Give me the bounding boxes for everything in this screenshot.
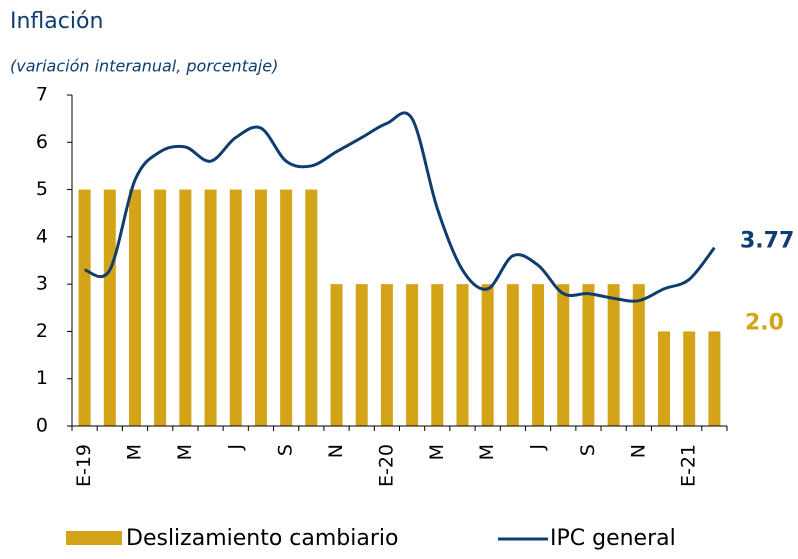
x-tick-label: E-19 [73, 444, 95, 487]
y-tick-label: 7 [36, 84, 48, 106]
bar [506, 284, 519, 426]
bar [557, 284, 570, 426]
x-tick-label: E-21 [678, 444, 700, 487]
bar [103, 189, 116, 426]
bar [254, 189, 267, 426]
x-tick-label: N [627, 444, 649, 458]
y-tick-label: 2 [36, 320, 48, 342]
x-tick-label: N [325, 444, 347, 458]
bar [456, 284, 469, 426]
x-tick-label: E-20 [375, 444, 397, 487]
bar [229, 189, 242, 426]
y-tick-label: 0 [36, 415, 48, 437]
legend-label: IPC general [550, 526, 676, 551]
bar [128, 189, 141, 426]
x-tick-label: M [476, 444, 498, 460]
value-label: 3.77 [740, 229, 794, 254]
y-tick-label: 6 [36, 131, 48, 153]
bar [481, 284, 494, 426]
bar [380, 284, 393, 426]
x-tick-label: S [577, 444, 599, 456]
chart-subtitle: (variación interanual, porcentaje) [10, 57, 278, 76]
bar [532, 284, 545, 426]
y-tick-label: 1 [36, 367, 48, 389]
x-tick-label: J [527, 444, 549, 451]
bar [280, 189, 293, 426]
bar [355, 284, 368, 426]
legend-label: Deslizamiento cambiario [126, 526, 398, 551]
bar [708, 331, 721, 426]
bar [204, 189, 217, 426]
bar [632, 284, 645, 426]
legend-swatch [66, 531, 122, 545]
bar [305, 189, 318, 426]
bar [78, 189, 91, 426]
chart-title: Inflación [10, 9, 103, 34]
bar [154, 189, 167, 426]
x-tick-label: M [174, 444, 196, 460]
x-tick-label: M [123, 444, 145, 460]
bar [683, 331, 696, 426]
line [84, 111, 716, 303]
x-tick-label: M [426, 444, 448, 460]
bar [179, 189, 192, 426]
bar [582, 284, 595, 426]
bar [607, 284, 620, 426]
bar [330, 284, 343, 426]
x-tick-label: J [224, 444, 246, 451]
bar [658, 331, 671, 426]
y-tick-label: 5 [36, 178, 48, 200]
value-label: 2.0 [745, 310, 784, 335]
bar [431, 284, 444, 426]
y-tick-label: 4 [36, 225, 48, 247]
y-tick-label: 3 [36, 273, 48, 295]
x-tick-label: S [275, 444, 297, 456]
bar [406, 284, 419, 426]
